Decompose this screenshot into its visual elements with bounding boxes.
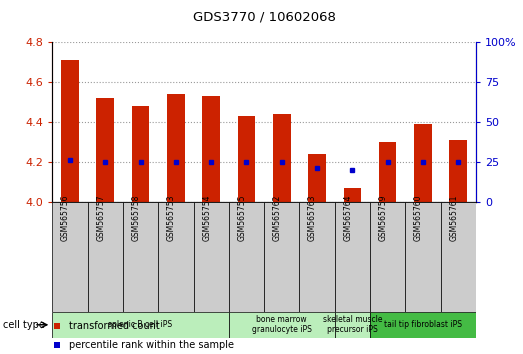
Text: GSM565760: GSM565760 [414,195,423,241]
Text: percentile rank within the sample: percentile rank within the sample [69,340,234,350]
Bar [194,202,229,312]
Text: GSM565755: GSM565755 [237,195,246,241]
Text: GSM565758: GSM565758 [132,195,141,241]
Bar [202,96,220,202]
Bar [96,98,114,202]
Bar [449,140,467,202]
Bar [335,312,370,338]
Text: GSM565761: GSM565761 [449,195,458,241]
Bar [87,202,123,312]
Bar [344,188,361,202]
Text: GSM565754: GSM565754 [202,195,211,241]
Text: GSM565759: GSM565759 [379,195,388,241]
Text: skeletal muscle
precursor iPS: skeletal muscle precursor iPS [323,315,382,335]
Bar [52,202,87,312]
Text: GSM565764: GSM565764 [344,195,353,241]
Text: GSM565757: GSM565757 [96,195,105,241]
Text: GDS3770 / 10602068: GDS3770 / 10602068 [192,11,336,24]
Bar [335,202,370,312]
Bar [123,202,158,312]
Bar [308,154,326,202]
Text: GSM565763: GSM565763 [308,195,317,241]
Bar [440,202,476,312]
Bar [273,114,291,202]
Text: GSM565756: GSM565756 [61,195,70,241]
Bar [158,202,194,312]
Bar [167,94,185,202]
Bar [379,142,396,202]
Bar [61,61,79,202]
Bar [229,312,335,338]
Bar [414,124,432,202]
Text: splenic B cell iPS: splenic B cell iPS [108,320,173,329]
Text: tail tip fibroblast iPS: tail tip fibroblast iPS [384,320,462,329]
Bar [52,312,229,338]
Bar [132,106,150,202]
Text: bone marrow
granulocyte iPS: bone marrow granulocyte iPS [252,315,312,335]
Bar [405,202,440,312]
Text: cell type: cell type [3,320,48,330]
Bar [299,202,335,312]
Bar [229,202,264,312]
Text: GSM565753: GSM565753 [167,195,176,241]
Bar [370,312,476,338]
Bar [264,202,299,312]
Bar [370,202,405,312]
Text: GSM565762: GSM565762 [273,195,282,241]
Bar [237,116,255,202]
Text: transformed count: transformed count [69,321,160,331]
